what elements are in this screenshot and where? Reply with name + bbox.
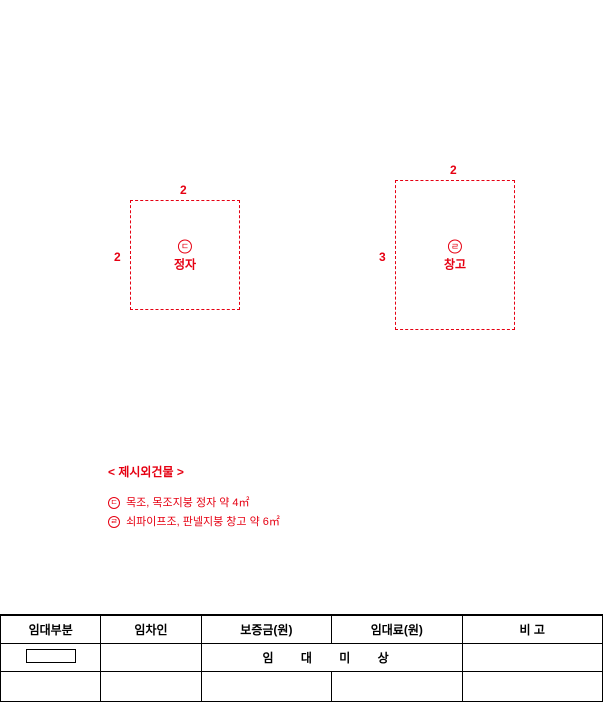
lease-table: 임대부분 임차인 보증금(원) 임대료(원) 비 고 임 대 미 상	[0, 614, 603, 702]
dim-c-left: 2	[114, 250, 121, 264]
table-row	[1, 671, 603, 701]
th-deposit: 보증금(원)	[201, 615, 331, 643]
dim-c-top: 2	[180, 183, 187, 197]
table-row: 임 대 미 상	[1, 643, 603, 671]
cell	[101, 671, 201, 701]
legend-item: ㄷ 목조, 목조지붕 정자 약 4㎡	[108, 494, 280, 510]
legend-circle-letter: ㄹ	[108, 516, 120, 528]
building-box-c: ㄷ 정자	[130, 200, 240, 310]
th-tenant: 임차인	[101, 615, 201, 643]
legend-text: 목조, 목조지붕 정자 약 4㎡	[126, 497, 249, 509]
cell-tenant	[101, 643, 201, 671]
building-box-d: ㄹ 창고	[395, 180, 515, 330]
legend-text: 쇠파이프조, 판넬지붕 창고 약 6㎡	[126, 516, 280, 528]
diagram-area: ㄷ 정자 2 2 ㄹ 창고 2 3	[0, 0, 603, 330]
cell-merged-status: 임 대 미 상	[201, 643, 462, 671]
box-c-name: 정자	[174, 258, 196, 272]
circle-letter-d: ㄹ	[448, 240, 462, 254]
cell	[1, 671, 101, 701]
legend-circle-letter: ㄷ	[108, 497, 120, 509]
box-d-content: ㄹ 창고	[444, 237, 466, 274]
box-c-content: ㄷ 정자	[174, 237, 196, 274]
circle-letter-c: ㄷ	[178, 240, 192, 254]
box-d-name: 창고	[444, 258, 466, 272]
cell	[201, 671, 331, 701]
th-note: 비 고	[462, 615, 603, 643]
th-rent: 임대료(원)	[332, 615, 462, 643]
dim-d-left: 3	[379, 250, 386, 264]
cell	[462, 671, 603, 701]
legend-item: ㄹ 쇠파이프조, 판넬지붕 창고 약 6㎡	[108, 513, 280, 529]
cell-note	[462, 643, 603, 671]
legend-section: < 제시외건물 > ㄷ 목조, 목조지붕 정자 약 4㎡ ㄹ 쇠파이프조, 판넬…	[108, 463, 280, 532]
dim-d-top: 2	[450, 163, 457, 177]
cell-part	[1, 643, 101, 671]
part-rect	[26, 649, 76, 663]
legend-title: < 제시외건물 >	[108, 463, 280, 480]
cell	[332, 671, 462, 701]
table-header-row: 임대부분 임차인 보증금(원) 임대료(원) 비 고	[1, 615, 603, 643]
th-part: 임대부분	[1, 615, 101, 643]
